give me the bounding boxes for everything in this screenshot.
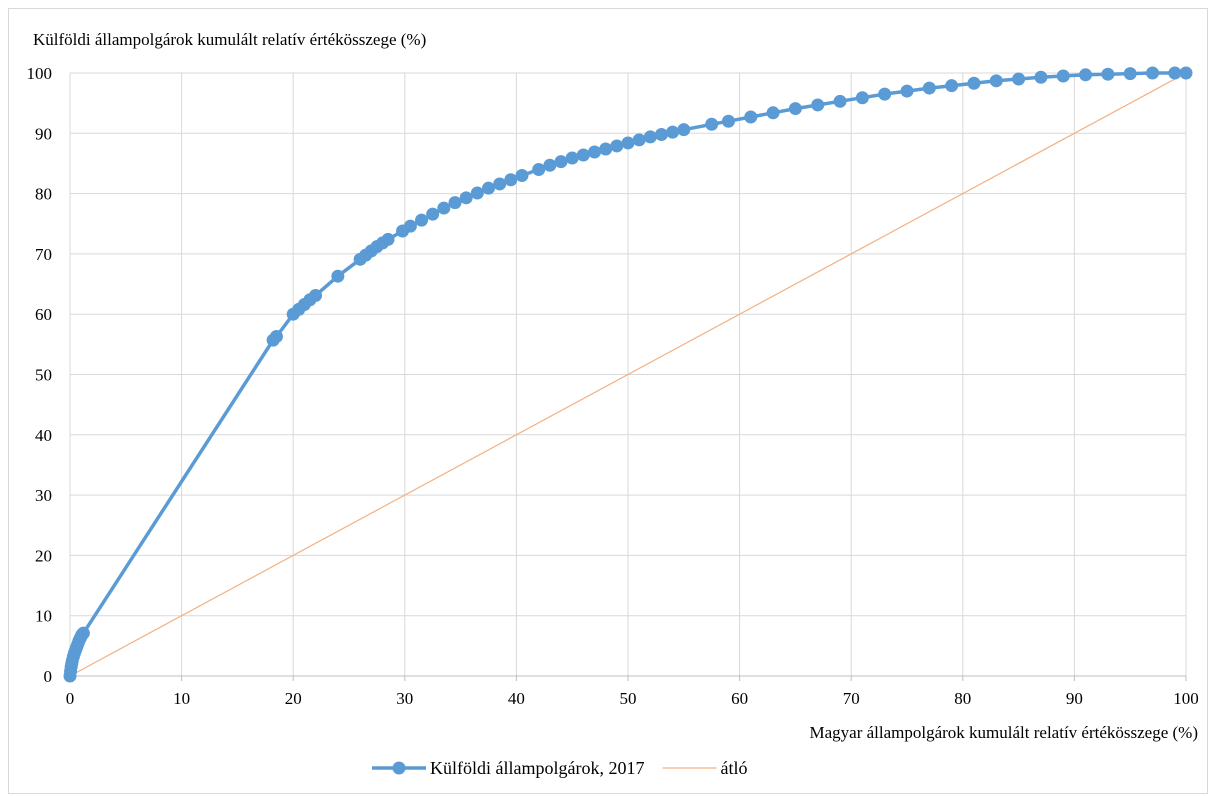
series-0-point-61	[833, 94, 847, 108]
series-layer	[63, 66, 1193, 683]
series-0-point-32	[426, 207, 440, 221]
y-tick-label-8: 80	[35, 185, 52, 204]
y-tick-label-0: 0	[44, 667, 53, 686]
x-tick-label-3: 30	[396, 689, 413, 708]
y-tick-label-1: 10	[35, 607, 52, 626]
series-0-point-52	[654, 128, 668, 142]
series-line-1	[69, 72, 1187, 677]
x-tick-label-7: 70	[843, 689, 860, 708]
y-tick-label-4: 40	[35, 426, 52, 445]
series-0-point-55	[705, 117, 719, 131]
x-tick-label-5: 50	[620, 689, 637, 708]
chart-frame	[8, 8, 1208, 794]
series-0-point-56	[721, 114, 735, 128]
legend: Külföldi állampolgárok, 2017 átló	[372, 758, 747, 778]
series-0-point-66	[945, 79, 959, 93]
series-0-point-58	[766, 106, 780, 120]
series-0-point-51	[643, 130, 657, 144]
series-0-point-44	[565, 151, 579, 165]
series-0-point-48	[610, 139, 624, 153]
series-0-point-22	[331, 269, 345, 283]
series-0-point-75	[1146, 66, 1160, 80]
series-0-point-34	[448, 196, 462, 210]
series-0-point-49	[621, 136, 635, 150]
series-0-point-77	[1179, 66, 1193, 80]
series-0-point-30	[403, 219, 417, 233]
y-tick-label-2: 20	[35, 546, 52, 565]
series-0-point-40	[515, 169, 529, 183]
x-tick-label-8: 80	[954, 689, 971, 708]
series-0-point-65	[922, 81, 936, 95]
grid-lines	[70, 72, 1187, 676]
series-0-point-46	[588, 145, 602, 159]
series-0-point-68	[989, 74, 1003, 88]
tick-labels: 0 10 20 30 40 50 60 70 80 90 100 0 10 20 30 40 50 60 70 80 9…	[27, 64, 1199, 708]
x-tick-label-0: 0	[66, 689, 75, 708]
series-0-point-21	[309, 289, 323, 303]
series-0-point-39	[504, 173, 518, 187]
series-0-point-73	[1101, 67, 1115, 81]
series-0-point-71	[1056, 69, 1070, 83]
series-0-point-47	[599, 142, 613, 156]
x-axis-title: Magyar állampolgárok kumulált relatív ér…	[810, 723, 1199, 742]
series-0-point-63	[878, 87, 892, 101]
series-0-point-33	[437, 201, 451, 215]
series-0-point-42	[543, 158, 557, 172]
y-tick-label-10: 100	[27, 64, 53, 83]
series-0-point-16	[269, 330, 283, 344]
series-0-point-50	[632, 133, 646, 147]
series-0-point-62	[855, 91, 869, 105]
series-0-point-70	[1034, 70, 1048, 84]
series-0-point-69	[1012, 72, 1026, 86]
series-0-point-38	[493, 177, 507, 191]
y-tick-label-3: 30	[35, 486, 52, 505]
series-0-point-74	[1123, 67, 1137, 81]
series-0-point-43	[554, 155, 568, 169]
series-0-point-76	[1168, 66, 1182, 80]
x-tick-label-10: 100	[1173, 689, 1199, 708]
series-0-point-60	[811, 98, 825, 112]
series-0-point-57	[744, 110, 758, 124]
x-tick-label-4: 40	[508, 689, 525, 708]
axes	[69, 73, 1187, 681]
x-tick-label-1: 10	[173, 689, 190, 708]
y-tick-label-9: 90	[35, 124, 52, 143]
series-0-point-41	[532, 162, 546, 176]
series-0-point-37	[482, 181, 495, 195]
legend-label-0: Külföldi állampolgárok, 2017	[430, 758, 644, 778]
series-0-point-53	[666, 125, 680, 139]
y-tick-label-5: 50	[35, 366, 52, 385]
series-0-point-31	[415, 213, 429, 227]
series-0-point-35	[459, 191, 473, 205]
series-0-point-45	[576, 148, 590, 162]
x-tick-label-9: 90	[1066, 689, 1083, 708]
legend-label-1: átló	[720, 758, 747, 778]
legend-swatch-marker-0	[392, 761, 406, 775]
y-tick-label-7: 70	[35, 245, 52, 264]
series-0-point-28	[381, 232, 395, 246]
x-tick-label-6: 60	[731, 689, 748, 708]
series-0-point-36	[470, 186, 484, 200]
series-0-point-59	[788, 102, 802, 116]
series-0-point-64	[900, 84, 914, 98]
series-0-point-14	[76, 626, 90, 640]
series-0-point-72	[1079, 68, 1093, 82]
y-axis-title: Külföldi állampolgárok kumulált relatív …	[33, 30, 426, 49]
y-tick-label-6: 60	[35, 305, 52, 324]
series-0-point-67	[967, 76, 981, 90]
x-tick-label-2: 20	[285, 689, 302, 708]
series-0-point-54	[677, 123, 691, 137]
